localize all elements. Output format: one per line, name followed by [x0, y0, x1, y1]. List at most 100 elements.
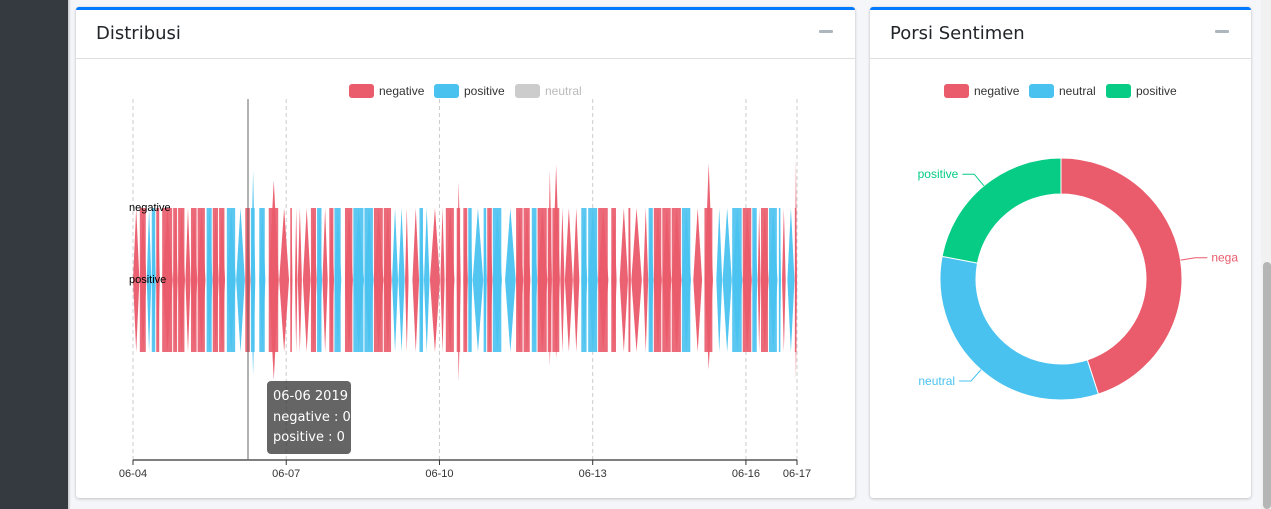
pie-slice-label-neutral: neutral — [918, 374, 955, 388]
x-tick-label: 06-17 — [783, 468, 811, 480]
stream-negative — [742, 208, 752, 352]
sentiment-card-body: negative neutral positive nega neutral pos… — [870, 59, 1251, 498]
sentiment-card: Porsi Sentimen negative neutral positive… — [870, 7, 1251, 498]
y-label-negative: negative — [129, 202, 171, 214]
stream-negative — [190, 208, 197, 352]
stream-negative — [704, 208, 713, 352]
pie-slice-label-negative: nega — [1211, 251, 1238, 265]
distribution-card-body: negative positive neutral negative posit… — [76, 59, 855, 498]
legend-positive-swatch[interactable] — [434, 84, 459, 98]
pie-legend-neutral-swatch[interactable] — [1029, 84, 1054, 98]
stream-negative — [297, 208, 302, 352]
stream-positive — [531, 208, 537, 352]
page-scrollbar[interactable] — [1263, 262, 1271, 509]
stream-negative — [139, 208, 146, 352]
page-scroll-track — [1261, 0, 1271, 509]
stream-positive — [206, 208, 212, 352]
stream-negative — [156, 208, 160, 352]
stream-positive — [317, 208, 322, 352]
pie-label-line — [962, 173, 985, 187]
legend-negative-swatch[interactable] — [349, 84, 374, 98]
stream-negative — [487, 208, 492, 352]
legend-negative-label[interactable]: negative — [379, 84, 425, 98]
pie-slice-negative[interactable] — [1060, 157, 1183, 395]
pie-legend-positive-label[interactable]: positive — [1136, 84, 1177, 98]
stream-negative — [456, 208, 461, 352]
sidebar-shadow — [68, 0, 71, 509]
stream-negative — [611, 208, 617, 352]
stream-negative — [760, 208, 768, 352]
pie-legend-negative-swatch[interactable] — [944, 84, 969, 98]
collapse-minus-icon[interactable] — [1215, 30, 1229, 33]
stream-negative — [782, 208, 786, 352]
pie-slices — [939, 157, 1183, 401]
stream-positive — [334, 208, 341, 352]
stream-positive — [732, 208, 742, 352]
stream-negative — [185, 208, 191, 352]
stream-positive — [505, 208, 516, 352]
stream-negative — [537, 208, 547, 352]
pie-legend-positive-swatch[interactable] — [1106, 84, 1131, 98]
stream-negative — [344, 208, 353, 352]
stream-positive — [226, 208, 236, 352]
stream-negative — [643, 208, 649, 352]
stream-negative — [794, 208, 797, 352]
river-streams — [133, 159, 797, 382]
legend-positive-label[interactable]: positive — [464, 84, 505, 98]
pie-legend: negative neutral positive — [944, 84, 1177, 98]
river-legend: negative positive neutral — [349, 84, 582, 98]
stream-negative — [162, 208, 173, 352]
stream-positive — [353, 208, 364, 352]
stream-positive — [716, 208, 723, 352]
stream-negative — [653, 208, 662, 352]
pie-legend-neutral-label[interactable]: neutral — [1059, 84, 1096, 98]
pie-label-line — [959, 369, 982, 382]
pie-slice-positive[interactable] — [941, 157, 1062, 264]
stream-negative — [294, 208, 298, 352]
stream-negative — [173, 208, 178, 352]
stream-negative — [628, 208, 631, 352]
legend-neutral-label[interactable]: neutral — [545, 84, 582, 98]
stream-positive — [398, 208, 405, 352]
stream-positive — [787, 208, 795, 352]
stream-negative — [523, 208, 530, 352]
chart-tooltip: 06-06 2019 negative : 0 positive : 0 — [267, 381, 351, 454]
stream-positive — [364, 208, 373, 352]
stream-positive — [419, 208, 423, 352]
collapse-minus-icon[interactable] — [819, 30, 833, 33]
sidebar — [0, 0, 68, 509]
stream-negative — [560, 208, 565, 352]
stream-negative — [598, 208, 608, 352]
stream-negative — [178, 208, 185, 352]
stream-positive — [259, 208, 265, 352]
stream-negative — [329, 208, 334, 352]
pie-legend-negative-label[interactable]: negative — [974, 84, 1020, 98]
stream-negative — [412, 208, 420, 352]
distribution-card: Distribusi negative positive neutral neg… — [76, 7, 855, 498]
x-tick-label: 06-13 — [579, 468, 607, 480]
x-tick-label: 06-07 — [272, 468, 300, 480]
stream-negative — [383, 208, 392, 352]
x-tick-label: 06-16 — [732, 468, 760, 480]
stream-positive — [392, 208, 399, 352]
stream-negative — [631, 208, 642, 352]
distribution-card-header: Distribusi — [76, 10, 855, 59]
stream-negative — [373, 208, 383, 352]
pie-slice-neutral[interactable] — [939, 255, 1100, 401]
stream-negative — [445, 208, 454, 352]
stream-positive — [423, 208, 430, 352]
legend-neutral-swatch[interactable] — [515, 84, 540, 98]
stream-positive — [250, 208, 255, 352]
stream-positive — [722, 208, 732, 352]
stream-positive — [752, 208, 757, 352]
x-tick-label: 06-10 — [425, 468, 453, 480]
stream-positive — [648, 208, 653, 352]
distribution-card-title: Distribusi — [96, 23, 181, 44]
sentiment-card-header: Porsi Sentimen — [870, 10, 1251, 59]
stream-positive — [468, 208, 472, 352]
stream-negative — [302, 208, 311, 352]
stream-negative — [322, 208, 328, 352]
stream-negative — [219, 208, 225, 352]
tooltip-positive: positive : 0 — [273, 430, 345, 445]
pie-label-line — [1180, 257, 1208, 261]
